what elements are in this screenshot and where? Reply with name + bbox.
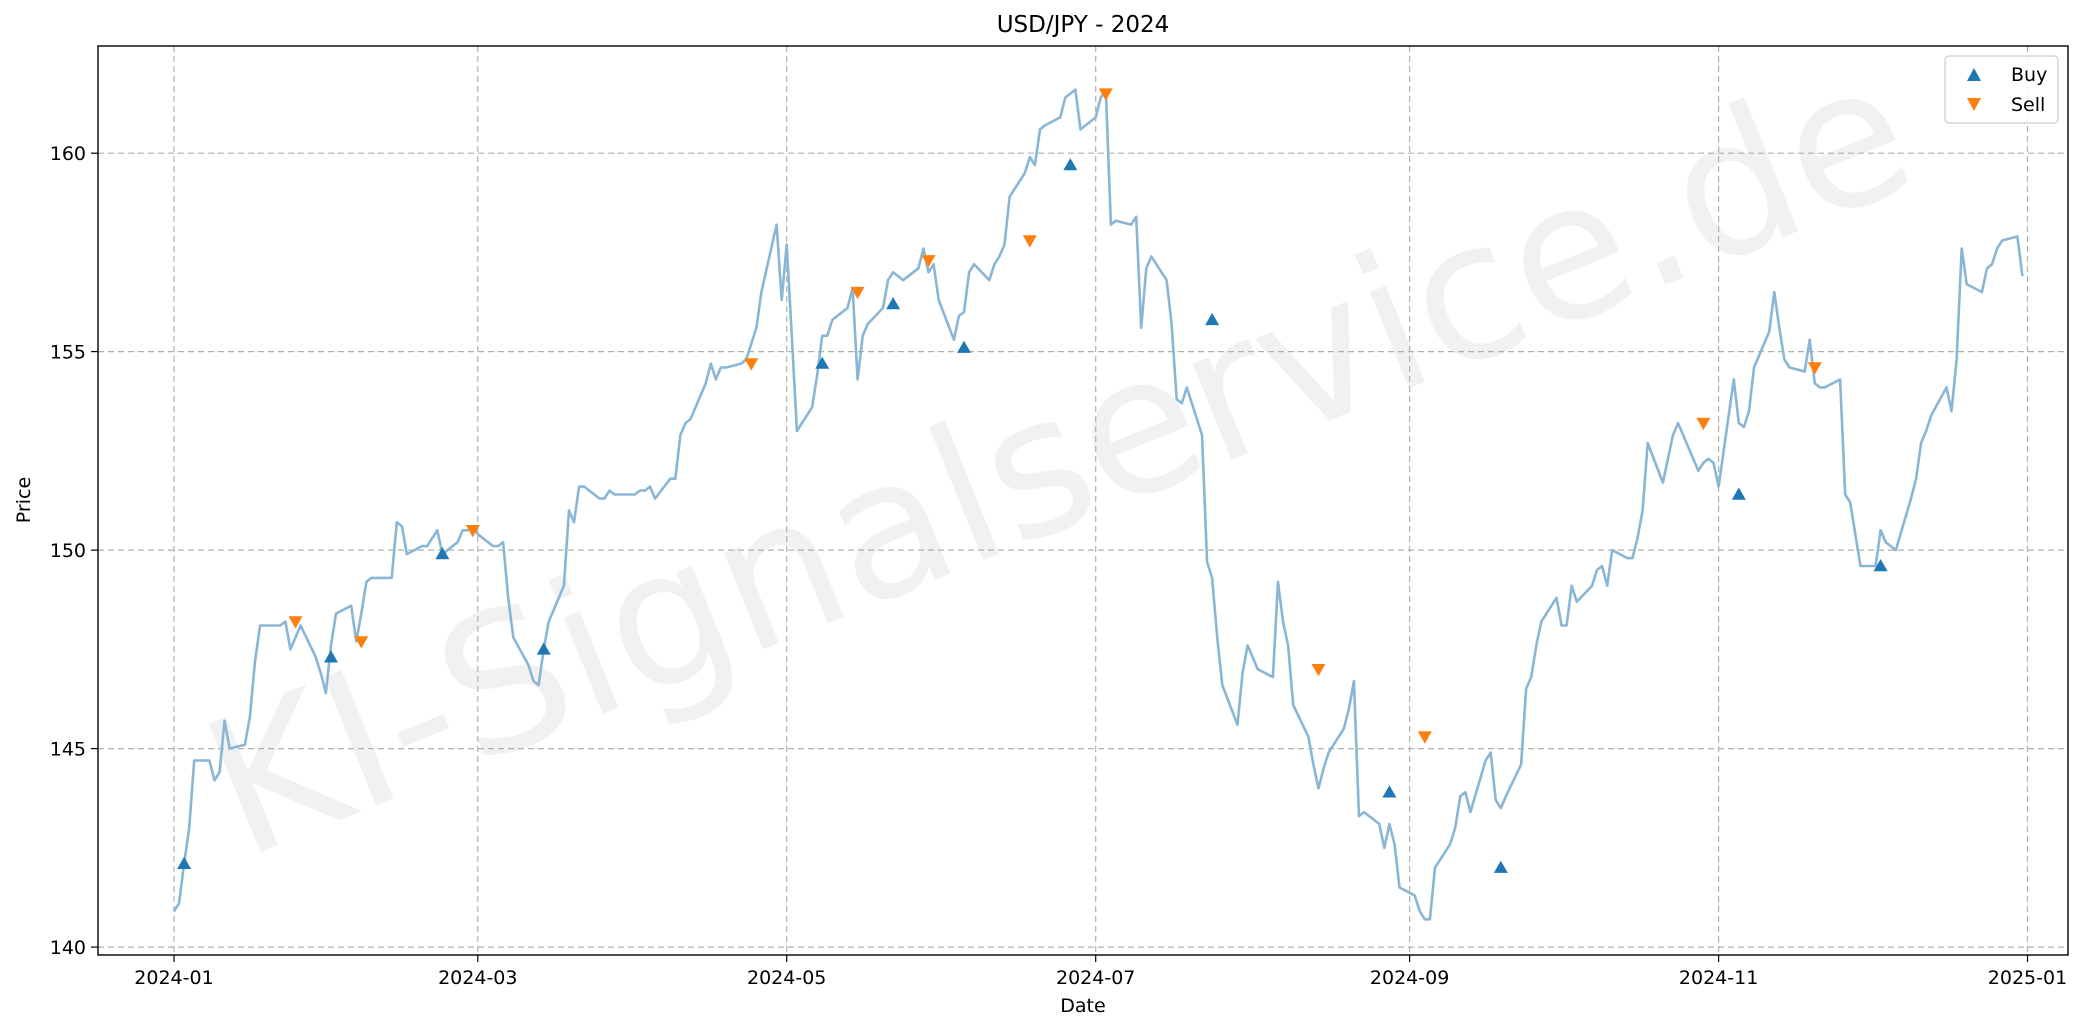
buy-marker — [957, 340, 971, 353]
buy-marker — [1205, 312, 1220, 326]
x-tick-label: 2024-09 — [1370, 967, 1449, 989]
plot-background — [98, 46, 2068, 955]
buy-marker — [1493, 860, 1508, 873]
x-tick-label: 2024-07 — [1056, 967, 1135, 989]
legend-sell-marker — [1967, 98, 1981, 111]
y-tick-label: 145 — [50, 739, 86, 761]
sell-marker — [1311, 664, 1326, 677]
buy-marker — [1063, 158, 1078, 171]
sell-marker — [1807, 362, 1822, 375]
x-tick-label: 2024-11 — [1679, 967, 1758, 989]
sell-marker — [921, 255, 936, 268]
sell-marker — [465, 525, 480, 538]
buy-marker — [1873, 559, 1888, 572]
legend-item-buy: Buy — [1967, 64, 2047, 86]
x-axis-label: Date — [1060, 995, 1105, 1017]
signal-markers — [177, 88, 1888, 873]
buy-marker — [435, 547, 450, 560]
sell-marker — [288, 616, 303, 629]
y-tick-label: 155 — [50, 342, 86, 364]
buy-marker — [886, 297, 901, 310]
plot-frame — [97, 45, 2069, 956]
x-tick-label: 2025-01 — [1988, 967, 2067, 989]
legend: Buy Sell — [1944, 55, 2059, 124]
legend-buy-label: Buy — [2011, 64, 2047, 86]
sell-marker — [744, 358, 759, 371]
sell-marker — [1696, 417, 1711, 431]
x-axis: 2024-01 2024-03 2024-05 2024-07 2024-09 2024-… — [134, 955, 2067, 989]
buy-marker — [177, 856, 192, 869]
legend-item-sell: Sell — [1967, 94, 2045, 116]
sell-marker — [354, 636, 369, 649]
chart-title: USD/JPY - 2024 — [997, 12, 1170, 38]
legend-buy-marker — [1967, 68, 1981, 81]
sell-marker — [1417, 731, 1432, 744]
legend-sell-label: Sell — [2011, 94, 2045, 116]
y-tick-label: 160 — [50, 143, 86, 165]
x-tick-label: 2024-01 — [134, 967, 213, 989]
sell-marker — [1022, 235, 1037, 248]
buy-marker — [324, 650, 338, 663]
y-axis: 140 145 150 155 160 — [50, 143, 98, 959]
buy-marker — [1382, 785, 1397, 798]
x-tick-label: 2024-05 — [747, 967, 826, 989]
grid — [98, 46, 2068, 955]
y-tick-label: 140 — [50, 937, 86, 959]
buy-marker — [536, 642, 551, 655]
buy-marker — [815, 356, 830, 369]
y-axis-label: Price — [13, 477, 35, 523]
sell-marker — [850, 286, 865, 300]
x-tick-label: 2024-03 — [438, 967, 517, 989]
sell-marker — [1098, 88, 1113, 101]
plot-area: KI-Signalservice.de — [97, 18, 2069, 956]
y-tick-label: 150 — [50, 540, 86, 562]
buy-marker — [1731, 487, 1746, 500]
